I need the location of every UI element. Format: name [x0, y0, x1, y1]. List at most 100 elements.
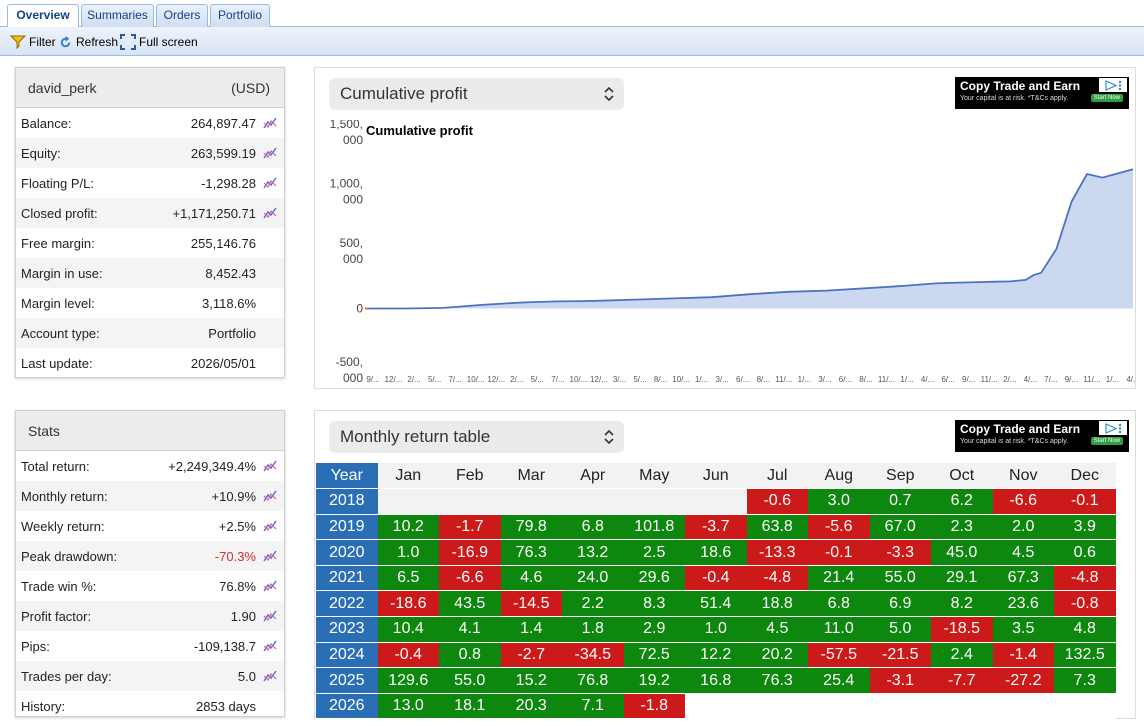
- return-cell: 18.1: [439, 693, 501, 719]
- chart-toggle-icon[interactable]: [256, 207, 284, 219]
- return-cell: -1.7: [439, 514, 501, 540]
- year-cell: 2019: [316, 514, 378, 540]
- x-tick-label: 11/...: [775, 375, 792, 384]
- monthly-return-table: Year Jan Feb Mar Apr May Jun Jul Aug Sep Oct Nov Dec…: [316, 463, 1116, 719]
- return-cell: [869, 693, 931, 719]
- stat-value: 76.8%: [219, 578, 256, 594]
- stat-value: +10.9%: [211, 488, 256, 504]
- chart-toggle-icon[interactable]: [256, 610, 284, 622]
- ad-info-icon[interactable]: [1099, 78, 1127, 92]
- chart-toggle-icon[interactable]: [256, 550, 284, 562]
- return-cell: 7.3: [1054, 667, 1116, 694]
- x-tick-label: 12/...: [487, 375, 505, 384]
- stat-value: -109,138.7: [193, 638, 256, 654]
- account-name: david_perk: [28, 79, 97, 96]
- month-header: Sep: [869, 463, 931, 489]
- return-cell: -4.8: [1054, 565, 1116, 591]
- return-cell: 45.0: [931, 539, 993, 566]
- ad-start-button[interactable]: Start Now: [1090, 437, 1123, 445]
- fullscreen-button[interactable]: Full screen: [120, 34, 198, 50]
- month-header: Aug: [808, 463, 870, 489]
- ad-info-icon[interactable]: [1099, 421, 1127, 435]
- tab-orders[interactable]: Orders: [156, 4, 208, 27]
- y-tick-label: 000: [343, 371, 363, 385]
- stat-label: Account type:: [21, 325, 100, 341]
- return-cell: 10.4: [377, 616, 439, 643]
- return-cell: -1.4: [992, 642, 1054, 668]
- refresh-button[interactable]: Refresh: [58, 34, 118, 50]
- chart-toggle-icon[interactable]: [256, 460, 284, 472]
- monthly-return-box: Monthly return table Copy Trade and Earn…: [314, 410, 1136, 719]
- ad-start-button[interactable]: Start Now: [1090, 94, 1123, 102]
- return-cell: 29.1: [931, 565, 993, 591]
- month-header: Jul: [746, 463, 808, 489]
- return-cell: 29.6: [623, 565, 685, 591]
- return-cell: 63.8: [746, 514, 808, 540]
- table-row: 2026 13.0 18.1 20.3 7.1 -1.8: [316, 693, 1116, 719]
- return-cell: 25.4: [808, 667, 870, 694]
- chart-toggle-icon[interactable]: [256, 117, 284, 129]
- chart-toggle-icon[interactable]: [256, 490, 284, 502]
- ad-subtitle: Your capital is at risk. *T&Cs apply.: [960, 95, 1069, 102]
- return-cell: -0.6: [746, 488, 808, 515]
- stat-row: Profit factor: 1.90: [16, 601, 284, 631]
- x-tick-label: 9/...: [366, 375, 379, 384]
- chart-toggle-icon[interactable]: [256, 640, 284, 652]
- x-tick-label: 7/...: [1044, 375, 1057, 384]
- tab-overview[interactable]: Overview: [7, 4, 79, 28]
- return-cell: [439, 488, 501, 515]
- chart-toggle-icon[interactable]: [256, 147, 284, 159]
- return-cell: 67.3: [992, 565, 1054, 591]
- stat-row: Equity: 263,599.19: [16, 138, 284, 168]
- x-tick-label: 5/...: [633, 375, 646, 384]
- return-cell: 2.4: [931, 642, 993, 668]
- x-tick-label: 9/...: [1065, 375, 1078, 384]
- return-cell: 5.0: [869, 616, 931, 643]
- chart-selector[interactable]: Cumulative profit: [329, 78, 624, 110]
- return-cell: 16.8: [685, 667, 747, 694]
- account-rows: Balance: 264,897.47 Equity: 263,599.19 Float…: [16, 108, 284, 378]
- x-tick-label: 1/...: [695, 375, 708, 384]
- return-cell: 10.2: [377, 514, 439, 540]
- chart-toggle-icon[interactable]: [256, 580, 284, 592]
- return-cell: 4.1: [439, 616, 501, 643]
- return-cell: 4.8: [1054, 616, 1116, 643]
- tab-portfolio[interactable]: Portfolio: [210, 4, 270, 27]
- chart-selector-label: Cumulative profit: [340, 84, 468, 103]
- filter-button[interactable]: Filter: [10, 34, 56, 50]
- stat-row: Pips: -109,138.7: [16, 631, 284, 661]
- stat-label: History:: [21, 698, 66, 714]
- return-cell: -4.8: [746, 565, 808, 591]
- year-cell: 2022: [316, 590, 378, 617]
- chart-toggle-icon[interactable]: [256, 520, 284, 532]
- y-tick-label: 0: [356, 302, 363, 316]
- return-cell: 20.2: [746, 642, 808, 668]
- return-cell: 19.2: [623, 667, 685, 694]
- stat-label: Profit factor:: [21, 608, 92, 624]
- ad-subtitle: Your capital is at risk. *T&Cs apply.: [960, 438, 1069, 445]
- year-cell: 2025: [316, 667, 378, 694]
- cumulative-profit-chart: Cumulative profit 1,500, 000 1,000, 000 500,…: [330, 120, 1135, 385]
- ad-banner[interactable]: Copy Trade and Earn Your capital is at r…: [955, 420, 1129, 452]
- return-cell: 132.5: [1054, 642, 1116, 668]
- x-tick-label: 2/...: [1003, 375, 1016, 384]
- return-cell: 3.5: [992, 616, 1054, 643]
- stat-row: Margin in use: 8,452.43: [16, 258, 284, 288]
- stat-value: 5.0: [237, 668, 256, 684]
- x-tick-label: 10/...: [467, 375, 485, 384]
- ad-banner[interactable]: Copy Trade and Earn Your capital is at r…: [955, 77, 1129, 109]
- stat-value: Portfolio: [208, 325, 256, 341]
- monthly-selector[interactable]: Monthly return table: [329, 421, 624, 453]
- return-cell: -13.3: [746, 539, 808, 566]
- tab-summaries[interactable]: Summaries: [81, 4, 154, 27]
- return-cell: 7.1: [562, 693, 624, 719]
- stats-header: Stats: [16, 411, 284, 451]
- return-cell: -0.8: [1054, 590, 1116, 617]
- chart-toggle-icon[interactable]: [256, 670, 284, 682]
- chart-toggle-icon[interactable]: [256, 177, 284, 189]
- return-cell: 18.8: [746, 590, 808, 617]
- stat-value: 3,118.6%: [202, 295, 256, 311]
- return-cell: 6.9: [869, 590, 931, 617]
- stat-row: Free margin: 255,146.76: [16, 228, 284, 258]
- y-tick-label: 000: [343, 193, 363, 207]
